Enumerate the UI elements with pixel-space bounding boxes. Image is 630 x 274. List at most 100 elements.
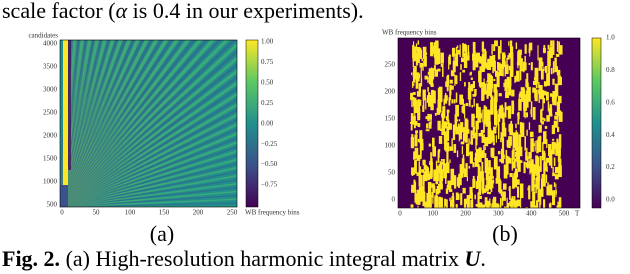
- streak: [532, 191, 536, 208]
- streak: [483, 188, 487, 193]
- streak: [511, 89, 515, 97]
- streak: [527, 86, 531, 102]
- stripe: [60, 40, 119, 207]
- streak: [516, 70, 520, 82]
- streak: [541, 174, 546, 187]
- streak: [502, 183, 507, 190]
- streak: [497, 46, 501, 60]
- streak: [441, 113, 443, 118]
- streak: [512, 132, 517, 148]
- streak: [512, 176, 515, 189]
- streak: [505, 92, 509, 99]
- streak: [449, 85, 454, 90]
- streak: [467, 55, 470, 61]
- streak: [508, 52, 512, 59]
- streak: [475, 103, 479, 119]
- streak: [484, 137, 489, 147]
- stripe: [60, 87, 237, 207]
- streak: [411, 92, 413, 108]
- x-tick-label: 250: [227, 209, 238, 217]
- streak: [460, 141, 465, 145]
- streak: [449, 197, 451, 202]
- streak: [518, 98, 522, 111]
- streak: [516, 171, 518, 174]
- streak: [440, 52, 444, 64]
- streak: [531, 178, 535, 192]
- stripe: [60, 141, 237, 207]
- streak: [554, 174, 559, 180]
- y-tick-label: 3000: [43, 86, 58, 94]
- streak: [542, 117, 544, 120]
- streak: [524, 105, 526, 119]
- stripe: [60, 118, 237, 207]
- streak: [516, 148, 519, 162]
- streak: [430, 42, 434, 57]
- streak: [557, 95, 562, 104]
- streak: [557, 110, 562, 116]
- streak: [530, 138, 534, 152]
- streak: [419, 62, 423, 68]
- y-axis-label: candidates: [28, 32, 58, 40]
- streak: [411, 167, 415, 175]
- streak: [487, 121, 491, 133]
- caption-text: (a) High-resolution harmonic integral ma…: [60, 246, 464, 271]
- streak: [430, 152, 432, 163]
- streak: [552, 61, 555, 74]
- streak: [416, 189, 421, 205]
- streak: [437, 120, 441, 131]
- streak: [428, 143, 431, 147]
- y-tick-label: 1500: [43, 155, 58, 163]
- streak: [481, 135, 485, 143]
- streak: [459, 101, 464, 105]
- streak: [497, 124, 500, 139]
- streak: [459, 164, 464, 178]
- streak: [557, 75, 562, 86]
- streak: [474, 88, 477, 96]
- streak: [525, 162, 528, 165]
- streak: [457, 193, 460, 200]
- stripe: [60, 154, 237, 207]
- stripe: [60, 75, 237, 207]
- streak: [424, 75, 428, 80]
- streak: [524, 136, 526, 151]
- heatmap-a: [60, 40, 237, 207]
- streak: [484, 153, 487, 162]
- streak: [502, 61, 504, 77]
- streak: [436, 165, 439, 177]
- streak: [447, 127, 449, 137]
- streak: [506, 207, 509, 208]
- streak: [455, 46, 458, 59]
- streak: [515, 179, 520, 185]
- y-tick-label: 2500: [43, 109, 58, 117]
- streak: [414, 181, 417, 194]
- streak: [513, 158, 518, 162]
- streak: [507, 202, 510, 208]
- streak: [469, 151, 473, 164]
- streak: [415, 73, 419, 89]
- streak: [501, 52, 506, 68]
- streak: [450, 70, 455, 77]
- streak: [487, 172, 490, 189]
- streak: [464, 82, 466, 87]
- streak: [475, 120, 479, 130]
- streak: [454, 114, 458, 128]
- streak: [472, 81, 475, 89]
- colorbar-tick-label: −0.50: [261, 160, 278, 168]
- stripe: [60, 40, 203, 207]
- streak: [432, 185, 436, 193]
- streak: [429, 160, 431, 165]
- streak: [528, 62, 531, 65]
- streak: [445, 116, 448, 121]
- streak: [517, 159, 521, 172]
- colorbar-tick-label: 1.0: [606, 34, 615, 42]
- streak: [454, 74, 456, 87]
- streak: [490, 147, 495, 157]
- stripe: [63, 40, 68, 185]
- streak: [434, 69, 439, 77]
- streak: [534, 205, 538, 208]
- streak: [428, 68, 433, 85]
- streak: [555, 53, 560, 57]
- streak: [559, 45, 563, 55]
- streak: [473, 54, 477, 63]
- colorbar-tick-label: 0.8: [606, 66, 615, 74]
